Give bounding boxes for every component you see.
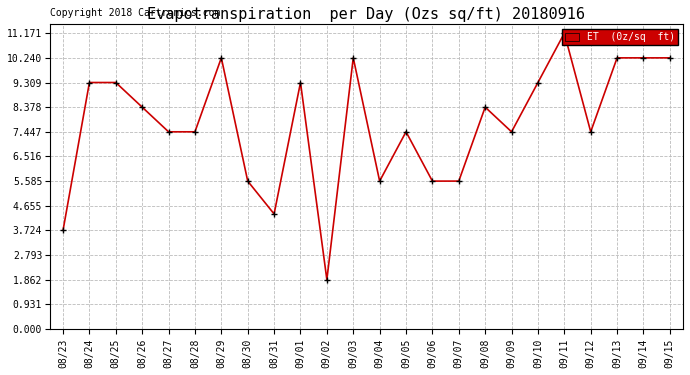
Title: Evapotranspiration  per Day (Ozs sq/ft) 20180916: Evapotranspiration per Day (Ozs sq/ft) 2… [148, 7, 585, 22]
Legend: ET  (0z/sq  ft): ET (0z/sq ft) [562, 29, 678, 45]
Text: Copyright 2018 Cartronics.com: Copyright 2018 Cartronics.com [50, 8, 220, 18]
